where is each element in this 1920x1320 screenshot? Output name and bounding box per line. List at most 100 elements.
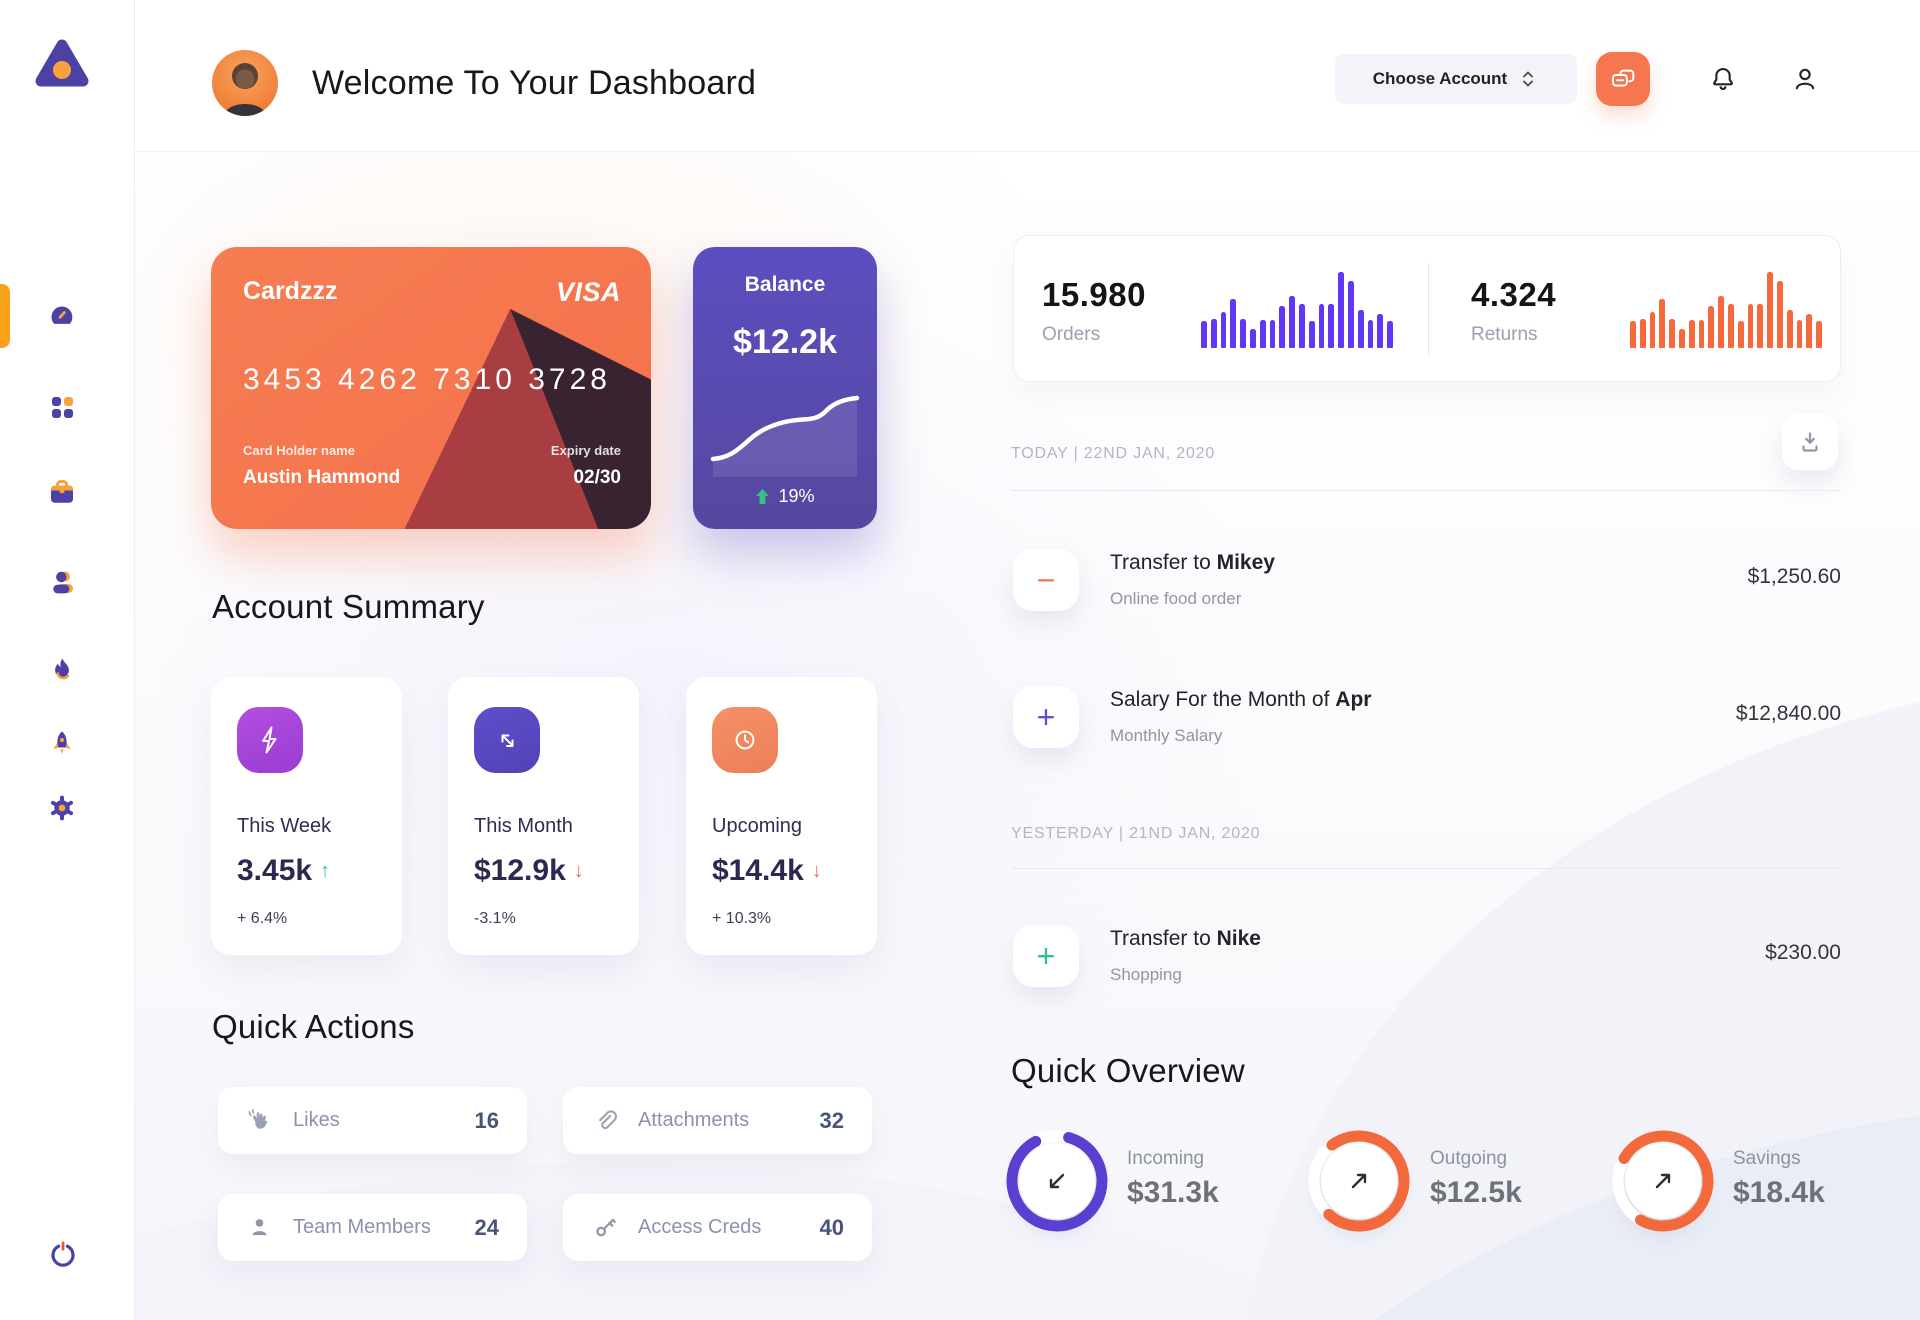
transaction-title: Transfer to Nike: [1110, 927, 1261, 950]
quick-action-label: Team Members: [293, 1216, 431, 1238]
overview-ring-incoming: [1005, 1129, 1109, 1233]
logout-button[interactable]: [47, 1238, 79, 1270]
transaction-amount: $1,250.60: [1747, 565, 1841, 588]
card-holder-label: Card Holder name: [243, 443, 355, 458]
quick-action-team-members[interactable]: Team Members 24: [218, 1194, 527, 1261]
down-left-arrow-icon: [1049, 1173, 1065, 1189]
notifications-button[interactable]: [1701, 57, 1745, 101]
quick-action-access-creds[interactable]: Access Creds 40: [563, 1194, 872, 1261]
up-right-arrow-icon: [1655, 1173, 1671, 1189]
arrows-icon: [474, 707, 540, 773]
lightning-icon: [237, 707, 303, 773]
quick-action-count: 16: [474, 1107, 499, 1133]
download-button[interactable]: [1782, 414, 1838, 470]
stats-card: 15.980 Orders 4.324 Returns: [1013, 235, 1841, 382]
sidebar-item-dashboard[interactable]: [47, 301, 77, 331]
member-icon: [252, 1219, 267, 1236]
progress-ring: [1006, 1130, 1108, 1232]
summary-delta: + 6.4%: [237, 910, 288, 927]
profile-button[interactable]: [1783, 57, 1827, 101]
overview-ring-outgoing: [1307, 1129, 1411, 1233]
download-icon: [1802, 432, 1818, 452]
card-expiry-label: Expiry date: [550, 443, 621, 458]
selector-chevrons-icon: [1523, 71, 1534, 87]
card-expiry: 02/30: [573, 467, 621, 488]
trend-down-icon: ↓: [811, 859, 822, 882]
sidebar-item-work[interactable]: [47, 477, 77, 507]
transaction-sign-icon: +: [1013, 686, 1079, 748]
summary-label: This Week: [237, 815, 332, 837]
quick-action-attachments[interactable]: Attachments 32: [563, 1087, 872, 1154]
returns-value: 4.324: [1471, 276, 1557, 313]
quick-actions-title: Quick Actions: [212, 1008, 415, 1045]
chat-button[interactable]: [1596, 52, 1650, 106]
returns-mini-bar-chart: [1630, 272, 1822, 348]
summary-label: This Month: [474, 815, 573, 837]
transaction-row[interactable]: − Transfer to Mikey Online food order $1…: [1013, 549, 1841, 613]
person-icon: [53, 571, 73, 594]
visa-logo: VISA: [555, 277, 621, 307]
balance-amount: $12.2k: [733, 323, 837, 361]
transaction-amount: $12,840.00: [1735, 702, 1841, 725]
progress-ring: [1308, 1130, 1410, 1232]
progress-ring: [1612, 1130, 1714, 1232]
trend-down-icon: ↓: [573, 859, 584, 882]
transaction-title: Transfer to Mikey: [1110, 551, 1275, 574]
sidebar-item-team[interactable]: [47, 567, 77, 597]
summary-card-upcoming: Upcoming $14.4k ↓ + 10.3%: [686, 677, 877, 955]
transaction-title: Salary For the Month of Apr: [1110, 688, 1372, 711]
overview-value: $31.3k: [1127, 1176, 1219, 1209]
card-holder-name: Austin Hammond: [243, 467, 401, 488]
trend-up-icon: ↑: [320, 859, 331, 882]
overview-label: Incoming: [1127, 1148, 1205, 1169]
transaction-subtitle: Online food order: [1110, 589, 1242, 608]
quick-action-label: Access Creds: [638, 1216, 762, 1238]
up-arrow-icon: [756, 489, 770, 504]
summary-value: $14.4k: [712, 854, 804, 887]
date-group-label: TODAY | 22ND JAN, 2020: [1011, 445, 1216, 462]
sidebar-item-apps[interactable]: [47, 392, 77, 422]
card-name: Cardzzz: [243, 277, 338, 305]
summary-delta: -3.1%: [474, 910, 516, 927]
summary-label: Upcoming: [712, 815, 803, 837]
sidebar-item-settings[interactable]: [47, 793, 77, 823]
quick-action-count: 32: [819, 1107, 844, 1133]
chat-icon: [1612, 69, 1635, 87]
transaction-sign-icon: −: [1013, 549, 1079, 611]
account-selector[interactable]: Choose Account: [1335, 54, 1577, 104]
overview-value: $18.4k: [1733, 1176, 1825, 1209]
transaction-subtitle: Shopping: [1110, 965, 1182, 984]
gauge-icon: [51, 306, 73, 324]
summary-value: 3.45k: [237, 854, 313, 887]
app-logo[interactable]: [34, 36, 90, 92]
overview-value: $12.5k: [1430, 1176, 1522, 1209]
clock-icon: [712, 707, 778, 773]
flame-icon: [55, 658, 70, 680]
balance-card: Balance $12.2k 19%: [693, 247, 877, 529]
date-group-label: YESTERDAY | 21ND JAN, 2020: [1011, 825, 1261, 842]
sidebar-item-trending[interactable]: [47, 655, 77, 685]
card-number: 3453 4262 7310 3728: [243, 363, 611, 396]
user-avatar[interactable]: [212, 50, 278, 116]
quick-action-likes[interactable]: Likes 16: [218, 1087, 527, 1154]
up-right-arrow-icon: [1351, 1173, 1367, 1189]
transaction-row[interactable]: + Salary For the Month of Apr Monthly Sa…: [1013, 686, 1841, 750]
transaction-subtitle: Monthly Salary: [1110, 726, 1223, 745]
divider: [1011, 490, 1841, 491]
key-icon: [596, 1218, 616, 1237]
avatar-photo: [224, 63, 266, 116]
transaction-row[interactable]: + Transfer to Nike Shopping $230.00: [1013, 925, 1841, 989]
briefcase-icon: [51, 480, 73, 503]
summary-value: $12.9k: [474, 854, 566, 887]
rocket-icon: [53, 731, 71, 754]
balance-change: 19%: [693, 486, 877, 507]
divider: [1011, 868, 1841, 869]
sidebar-item-launch[interactable]: [47, 728, 77, 758]
active-nav-indicator: [0, 284, 10, 348]
header: Welcome To Your Dashboard Choose Account: [135, 0, 1920, 152]
quick-action-count: 24: [474, 1214, 499, 1240]
gear-icon: [50, 795, 74, 821]
overview-label: Savings: [1733, 1148, 1801, 1169]
triangle-logo-icon: [35, 39, 89, 87]
